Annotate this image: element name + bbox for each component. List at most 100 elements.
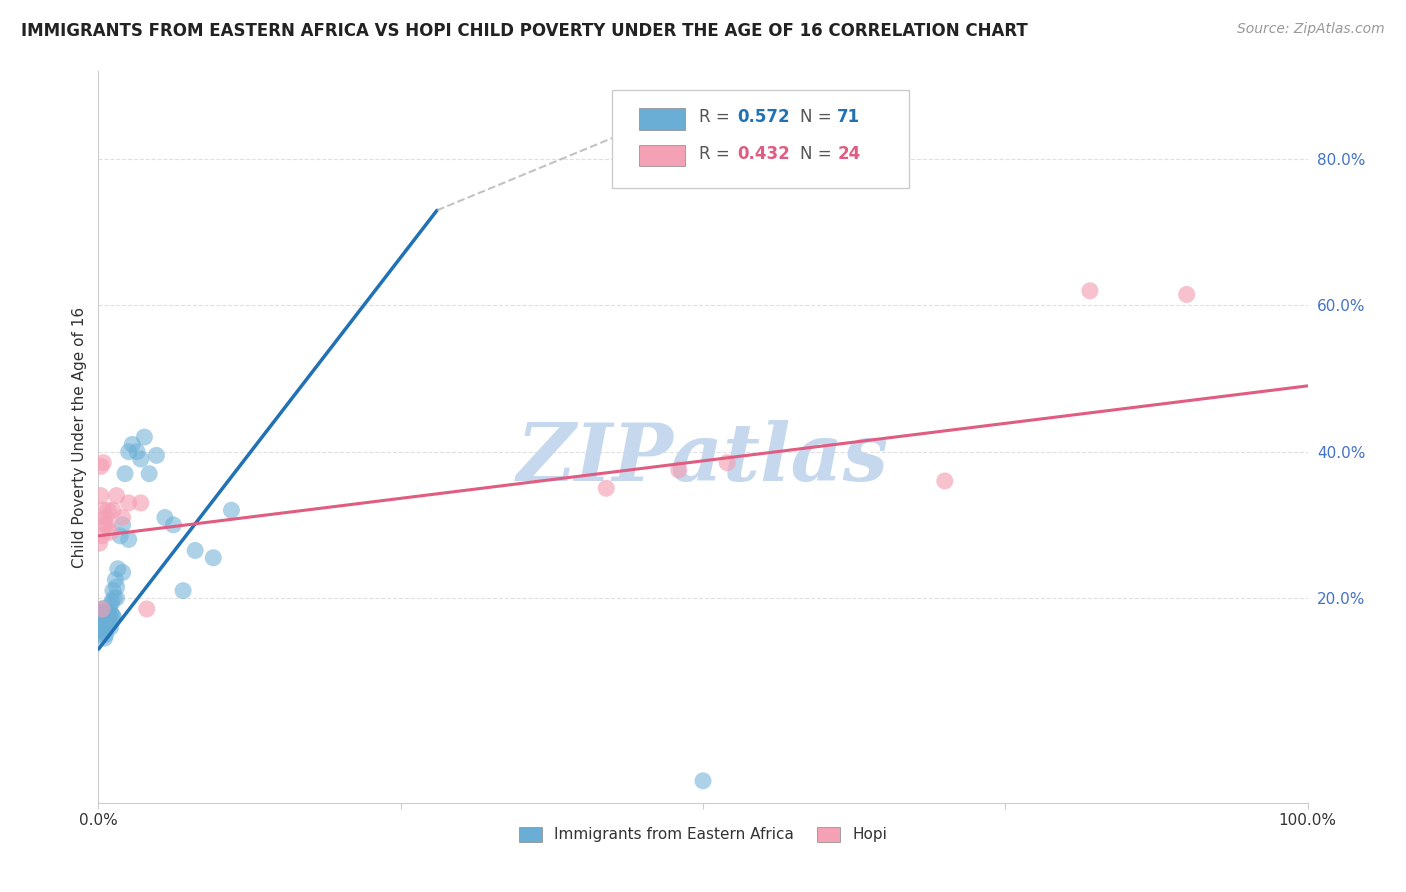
Point — [91, 529, 114, 543]
Point — [90, 616, 112, 631]
Point — [96, 517, 118, 532]
Point — [100, 606, 122, 620]
Point — [100, 613, 122, 627]
Point — [716, 456, 738, 470]
Point — [89, 616, 111, 631]
Point — [107, 562, 129, 576]
Point — [89, 609, 111, 624]
Text: N =: N = — [800, 109, 831, 127]
Point — [129, 452, 152, 467]
Point — [138, 467, 160, 481]
Point — [97, 609, 120, 624]
Point — [98, 609, 121, 624]
Point — [97, 606, 120, 620]
Point — [93, 632, 115, 646]
Legend: Immigrants from Eastern Africa, Hopi: Immigrants from Eastern Africa, Hopi — [512, 819, 894, 850]
Point — [100, 525, 122, 540]
Point — [1078, 284, 1101, 298]
Text: R =: R = — [699, 145, 730, 163]
Point — [91, 602, 114, 616]
Point — [595, 481, 617, 495]
Text: ZIPatlas: ZIPatlas — [517, 420, 889, 498]
Point — [90, 459, 112, 474]
Point — [668, 463, 690, 477]
Point — [101, 609, 124, 624]
Point — [91, 609, 114, 624]
Point — [121, 437, 143, 451]
Point — [145, 448, 167, 462]
Point — [91, 613, 114, 627]
Point — [101, 503, 124, 517]
Point — [692, 773, 714, 788]
Point — [91, 613, 114, 627]
Point — [134, 430, 156, 444]
Point — [90, 489, 112, 503]
Point — [91, 616, 114, 631]
Point — [94, 627, 117, 641]
Point — [100, 620, 122, 634]
Point — [93, 620, 115, 634]
Point — [93, 609, 115, 624]
FancyBboxPatch shape — [638, 145, 685, 167]
Text: N =: N = — [800, 145, 831, 163]
Point — [934, 474, 956, 488]
Point — [97, 616, 120, 631]
Point — [91, 606, 114, 620]
FancyBboxPatch shape — [613, 90, 908, 188]
Point — [90, 609, 112, 624]
Point — [111, 510, 134, 524]
Y-axis label: Child Poverty Under the Age of 16: Child Poverty Under the Age of 16 — [72, 307, 87, 567]
Point — [127, 444, 149, 458]
Point — [90, 606, 112, 620]
Text: Source: ZipAtlas.com: Source: ZipAtlas.com — [1237, 22, 1385, 37]
Point — [91, 609, 114, 624]
Point — [94, 616, 117, 631]
Point — [129, 496, 152, 510]
Point — [105, 580, 128, 594]
Point — [103, 591, 125, 605]
Point — [105, 489, 128, 503]
Point — [94, 510, 117, 524]
Point — [98, 616, 121, 631]
Point — [96, 609, 118, 624]
Point — [94, 606, 117, 620]
Point — [91, 602, 114, 616]
Point — [153, 510, 176, 524]
Text: IMMIGRANTS FROM EASTERN AFRICA VS HOPI CHILD POVERTY UNDER THE AGE OF 16 CORRELA: IMMIGRANTS FROM EASTERN AFRICA VS HOPI C… — [21, 22, 1028, 40]
Text: 24: 24 — [837, 145, 860, 163]
Point — [94, 613, 117, 627]
Point — [91, 602, 114, 616]
Text: 0.572: 0.572 — [737, 109, 790, 127]
Point — [93, 616, 115, 631]
Point — [93, 624, 115, 638]
Point — [90, 613, 112, 627]
Point — [89, 536, 111, 550]
Point — [100, 594, 122, 608]
Point — [96, 616, 118, 631]
Point — [91, 620, 114, 634]
Point — [97, 503, 120, 517]
Point — [221, 503, 243, 517]
Point — [111, 566, 134, 580]
Point — [91, 456, 114, 470]
Point — [172, 583, 194, 598]
Point — [91, 503, 114, 517]
Text: 0.432: 0.432 — [737, 145, 790, 163]
Point — [105, 591, 128, 605]
Point — [96, 609, 118, 624]
Point — [100, 599, 122, 613]
Point — [162, 517, 184, 532]
Point — [118, 496, 141, 510]
Point — [91, 627, 114, 641]
Point — [202, 550, 225, 565]
Point — [97, 613, 120, 627]
Point — [184, 543, 207, 558]
Point — [94, 609, 117, 624]
Point — [91, 624, 114, 638]
Point — [1175, 287, 1198, 301]
Point — [101, 609, 124, 624]
Point — [89, 606, 111, 620]
Point — [104, 573, 127, 587]
Text: R =: R = — [699, 109, 730, 127]
Text: 71: 71 — [837, 109, 860, 127]
